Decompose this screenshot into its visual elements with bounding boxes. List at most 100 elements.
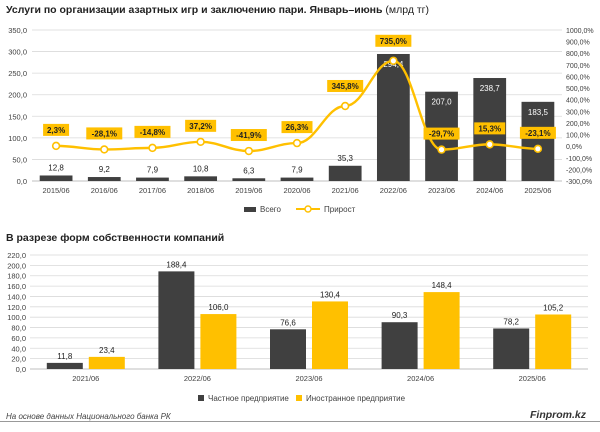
y-tick-label: 100,0 bbox=[8, 134, 27, 143]
x-tick-label: 2021/06 bbox=[332, 186, 359, 195]
x-tick-label: 2025/06 bbox=[524, 186, 551, 195]
y2-tick-label: 0,0% bbox=[566, 144, 582, 151]
bar-total bbox=[87, 177, 121, 181]
chart1-title: Услуги по организации азартных игр и зак… bbox=[6, 4, 429, 16]
growth-label: 15,3% bbox=[478, 124, 501, 133]
bar-value-label: 10,8 bbox=[193, 164, 209, 173]
growth-marker bbox=[485, 140, 494, 149]
chart2-title: В разрезе форм собственности компаний bbox=[6, 232, 225, 244]
y2-tick-label: 800,0% bbox=[566, 51, 590, 58]
y-tick-label: 180,0 bbox=[7, 272, 26, 281]
x-tick-label: 2024/06 bbox=[476, 186, 503, 195]
y-tick-label: 120,0 bbox=[7, 303, 26, 312]
y-tick-label: 80,0 bbox=[11, 324, 26, 333]
bar-private bbox=[46, 362, 83, 369]
y-tick-label: 300,0 bbox=[8, 48, 27, 57]
y2-tick-label: 400,0% bbox=[566, 98, 590, 105]
bar-value-label: 207,0 bbox=[432, 98, 453, 107]
legend-label-total: Всего bbox=[260, 205, 282, 214]
y-tick-label: 160,0 bbox=[7, 282, 26, 291]
x-tick-label: 2015/06 bbox=[43, 186, 70, 195]
growth-label-box bbox=[327, 79, 364, 92]
bar-foreign-value-label: 130,4 bbox=[320, 290, 341, 299]
bar-value-label: 7,9 bbox=[147, 166, 159, 175]
y-tick-label: 140,0 bbox=[7, 292, 26, 301]
bar-value-label: 6,3 bbox=[243, 166, 255, 175]
bar-private bbox=[270, 329, 306, 369]
bar-total bbox=[328, 165, 362, 181]
chart1-title-main: Услуги по организации азартных игр и зак… bbox=[6, 4, 383, 16]
y2-tick-label: 1000,0% bbox=[566, 28, 594, 35]
legend-swatch-total bbox=[244, 207, 256, 212]
y-tick-label: 20,0 bbox=[11, 355, 26, 364]
y-tick-label: 50,0 bbox=[12, 155, 27, 164]
y-tick-label: 100,0 bbox=[7, 313, 26, 322]
growth-marker bbox=[340, 101, 350, 111]
bar-value-label: 12,8 bbox=[48, 163, 64, 172]
growth-label: -41,9% bbox=[236, 131, 261, 140]
growth-marker bbox=[389, 56, 398, 65]
y-tick-label: 0,0 bbox=[16, 365, 26, 374]
growth-marker bbox=[292, 138, 302, 148]
growth-label-box bbox=[281, 121, 313, 134]
bar-foreign-value-label: 106,0 bbox=[208, 303, 229, 312]
legend-swatch-private bbox=[198, 395, 204, 401]
bar-value-label: 238,7 bbox=[480, 84, 501, 93]
growth-label: -28,1% bbox=[92, 129, 117, 138]
bar-value-label: 35,3 bbox=[337, 154, 353, 163]
y-tick-label: 150,0 bbox=[8, 112, 27, 121]
brand-logo-text: Finprom.kz bbox=[529, 409, 586, 421]
growth-marker bbox=[100, 145, 109, 154]
bar-private-value-label: 188,4 bbox=[166, 260, 187, 269]
growth-label-box bbox=[423, 127, 460, 140]
bar-private-value-label: 90,3 bbox=[392, 311, 408, 320]
x-tick-label: 2016/06 bbox=[91, 186, 118, 195]
x-tick-label: 2020/06 bbox=[283, 186, 310, 195]
x-tick-label: 2022/06 bbox=[380, 186, 407, 195]
footer-divider bbox=[0, 421, 600, 422]
chart1-svg: 0,0 50,0 100,0 150,0 200,0 250,0 300,0 350,0 -30… bbox=[8, 26, 594, 214]
bar-foreign bbox=[535, 314, 572, 369]
growth-label-box bbox=[230, 129, 267, 142]
y2-tick-label: 200,0% bbox=[566, 121, 590, 128]
legend-label-foreign: Иностранное предприятие bbox=[306, 394, 406, 403]
x-tick-label: 2022/06 bbox=[184, 374, 211, 383]
bar-total bbox=[280, 177, 314, 181]
source-note: На основе данных Национального банка РК bbox=[6, 412, 171, 421]
growth-marker bbox=[437, 145, 446, 154]
bar-total bbox=[521, 101, 555, 181]
y-tick-label: 220,0 bbox=[7, 251, 26, 260]
bar-private-value-label: 11,8 bbox=[57, 352, 73, 361]
bar-private bbox=[493, 328, 530, 369]
growth-marker bbox=[148, 143, 157, 153]
x-tick-label: 2021/06 bbox=[72, 374, 99, 383]
x-tick-label: 2019/06 bbox=[235, 186, 262, 195]
bar-foreign bbox=[423, 292, 460, 369]
growth-label-box bbox=[134, 125, 171, 138]
bar-foreign bbox=[312, 301, 348, 369]
growth-label: -23,1% bbox=[525, 129, 550, 138]
y2-tick-label: 500,0% bbox=[566, 86, 590, 93]
growth-label: -29,7% bbox=[429, 130, 454, 139]
growth-label-box bbox=[375, 34, 412, 47]
y-tick-label: 60,0 bbox=[11, 334, 26, 343]
bar-private-value-label: 78,2 bbox=[503, 317, 519, 326]
growth-label: 26,3% bbox=[286, 123, 309, 132]
growth-label: 735,0% bbox=[380, 37, 407, 46]
x-tick-label: 2025/06 bbox=[519, 374, 546, 383]
growth-label-box bbox=[86, 127, 123, 140]
y-tick-label: 350,0 bbox=[8, 26, 27, 35]
y2-tick-label: 700,0% bbox=[566, 63, 590, 70]
x-tick-label: 2017/06 bbox=[139, 186, 166, 195]
bar-value-label: 9,2 bbox=[99, 165, 111, 174]
y-tick-label: 200,0 bbox=[7, 261, 26, 270]
growth-label-box bbox=[519, 126, 556, 139]
bar-foreign-value-label: 148,4 bbox=[432, 281, 453, 290]
growth-label: -14,8% bbox=[140, 128, 165, 137]
x-tick-label: 2018/06 bbox=[187, 186, 214, 195]
y2-tick-label: 900,0% bbox=[566, 40, 590, 47]
chart1-title-unit: (млрд тг) bbox=[385, 4, 430, 16]
y2-tick-label: -100,0% bbox=[566, 156, 592, 163]
legend-swatch-foreign bbox=[296, 395, 302, 401]
growth-marker bbox=[244, 146, 254, 156]
